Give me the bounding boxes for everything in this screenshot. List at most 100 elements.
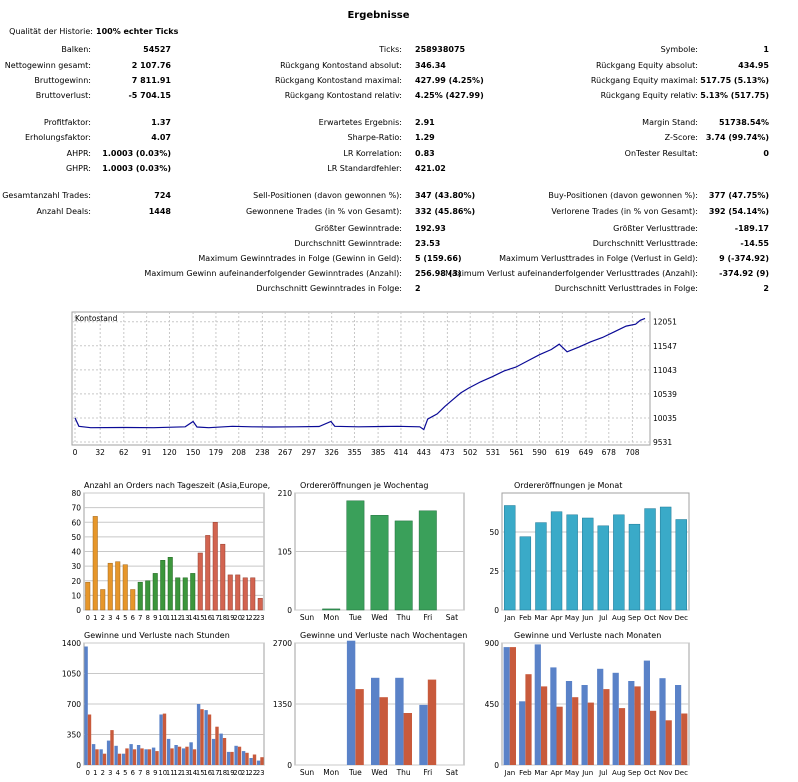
x-tick-label: 22: [248, 769, 257, 777]
bar: [115, 561, 121, 611]
x-tick-label: 6: [131, 769, 135, 777]
stat-value: 4.25% (427.99): [415, 91, 484, 100]
stat-label: AHPR:: [66, 149, 91, 158]
x-tick-label: 561: [510, 448, 525, 457]
bar: [237, 746, 242, 765]
x-tick-label: Aug: [612, 769, 626, 777]
x-tick-label: Mon: [323, 768, 339, 777]
x-tick-label: Thu: [396, 768, 411, 777]
bar: [227, 574, 233, 611]
stat-value: 392 (54.14%): [708, 207, 769, 216]
stat-label: LR Korrelation:: [343, 149, 402, 158]
bar: [155, 751, 159, 765]
x-tick-label: 385: [371, 448, 386, 457]
x-tick-label: Sep: [628, 614, 642, 622]
chart-title: Ordereröffnungen je Monat: [514, 481, 622, 490]
stat-label: Buy-Positionen (davon gewonnen %):: [548, 191, 698, 200]
x-tick-label: Fri: [423, 768, 432, 777]
stat-label: Durchschnitt Verlusttrade:: [592, 239, 698, 248]
x-tick-label: 15: [196, 614, 205, 622]
bar: [162, 713, 167, 765]
y-tick-label: 11547: [653, 342, 677, 351]
x-tick-label: 619: [555, 448, 570, 457]
pnl-by-hour-chart: Gewinne und Verluste nach Stunden0350700…: [62, 631, 265, 777]
bar: [509, 647, 516, 765]
bar: [95, 749, 99, 765]
x-tick-label: 1: [93, 769, 97, 777]
orders-by-weekday-chart: Ordereröffnungen je Wochentag 0 105 210 Sun M…: [278, 481, 465, 622]
stat-value: 23.53: [415, 239, 441, 248]
bar: [151, 747, 156, 765]
x-tick-label: 23: [256, 769, 265, 777]
bar: [121, 753, 126, 765]
stat-label: Sell-Positionen (davon gewonnen %):: [253, 191, 402, 200]
x-tick-label: Nov: [659, 614, 673, 622]
x-tick-label: Tue: [348, 613, 362, 622]
bar: [504, 505, 516, 611]
x-tick-label: 2: [101, 614, 105, 622]
x-tick-label: 502: [463, 448, 478, 457]
stat-value: 7 811.91: [131, 76, 171, 85]
x-tick-label: Jun: [581, 769, 593, 777]
x-tick-label: Mar: [534, 614, 547, 622]
x-tick-label: 20: [233, 769, 242, 777]
x-tick-label: 13: [181, 614, 190, 622]
stat-value: 1.0003 (0.03%): [102, 149, 171, 158]
bar: [182, 577, 188, 611]
stat-label: OnTester Resultat:: [624, 149, 698, 158]
x-tick-label: 6: [131, 614, 135, 622]
chart-title: Gewinne und Verluste nach Wochentagen: [300, 631, 467, 640]
y-tick-label: 10539: [653, 390, 677, 399]
bar: [395, 677, 404, 765]
bar: [137, 581, 143, 611]
x-tick-label: 9: [153, 614, 157, 622]
stat-value: 258938075: [415, 45, 466, 54]
y-tick-label: 900: [485, 639, 500, 648]
x-tick-label: Sat: [446, 613, 458, 622]
bar: [222, 738, 227, 765]
bar: [541, 686, 548, 765]
stat-value: 0.83: [415, 149, 435, 158]
x-tick-label: 17: [211, 769, 220, 777]
chart-title: Gewinne und Verluste nach Stunden: [84, 631, 230, 640]
y-tick-label: 9531: [653, 438, 672, 447]
x-tick-label: 2: [101, 769, 105, 777]
x-tick-label: 17: [211, 614, 220, 622]
bar: [87, 714, 92, 765]
y-tick-label: 1350: [273, 700, 292, 709]
x-tick-label: Sun: [300, 613, 315, 622]
pnl-by-weekday-chart: Gewinne und Verluste nach Wochentagen 0 13…: [273, 631, 467, 777]
x-tick-label: 8: [146, 769, 150, 777]
bar: [355, 689, 364, 765]
stat-label: Balken:: [61, 45, 91, 54]
y-tick-label: 0: [76, 606, 81, 615]
bar: [145, 580, 151, 611]
stat-value: 1.37: [151, 118, 171, 127]
stat-value: 434.95: [738, 61, 769, 70]
x-tick-label: 9: [153, 769, 157, 777]
bar: [644, 508, 656, 611]
bar: [675, 685, 682, 765]
x-tick-label: Tue: [348, 768, 362, 777]
stat-label: Rückgang Kontostand relativ:: [284, 91, 402, 100]
y-tick-label: 40: [71, 548, 81, 557]
bar: [618, 708, 626, 765]
bar: [129, 744, 133, 765]
bar: [211, 738, 216, 765]
bar: [230, 751, 234, 765]
history-quality-value: 100% echter Ticks: [96, 27, 179, 36]
x-tick-label: Oct: [644, 614, 656, 622]
bar: [185, 746, 189, 765]
bar: [659, 678, 666, 765]
bar: [174, 745, 178, 765]
stat-value: 2 107.76: [131, 61, 171, 70]
y-tick-label: 0: [494, 761, 499, 770]
x-tick-label: Sat: [446, 768, 458, 777]
bar: [587, 702, 594, 765]
x-tick-label: 678: [602, 448, 617, 457]
x-tick-label: 5: [123, 769, 127, 777]
y-tick-label: 1400: [62, 639, 81, 648]
bar: [234, 745, 238, 765]
x-tick-label: 1: [93, 614, 97, 622]
